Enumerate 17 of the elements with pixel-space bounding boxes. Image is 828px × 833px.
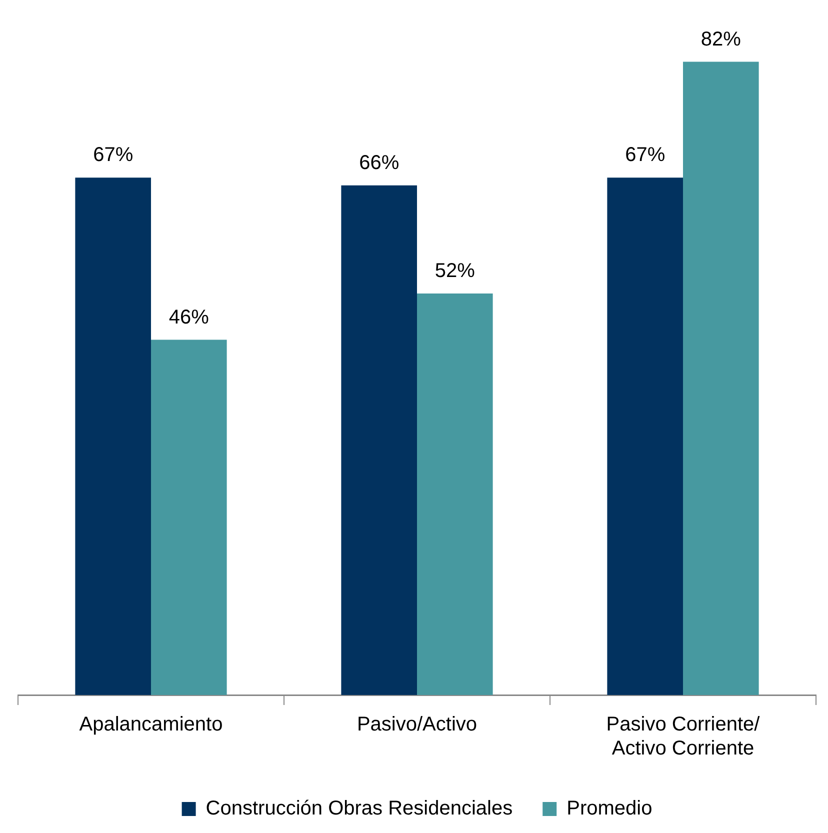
x-tick-label: Apalancamiento	[79, 714, 223, 736]
bar	[417, 293, 493, 695]
legend-label: Construcción Obras Residenciales	[206, 798, 513, 820]
bar	[607, 178, 683, 695]
data-label: 67%	[93, 144, 134, 166]
x-tick-label: Pasivo Corriente/ Activo Corriente	[606, 714, 760, 760]
x-tick-label: Pasivo/Activo	[356, 714, 478, 736]
legend-label: Promedio	[566, 798, 652, 820]
data-label: 67%	[625, 144, 666, 166]
bar	[341, 185, 417, 695]
bar	[151, 340, 227, 695]
data-label: 82%	[700, 28, 742, 50]
bar	[75, 178, 151, 695]
data-label: 46%	[168, 306, 210, 328]
bar	[683, 62, 759, 695]
data-label: 52%	[434, 260, 476, 282]
data-label: 66%	[359, 152, 400, 174]
